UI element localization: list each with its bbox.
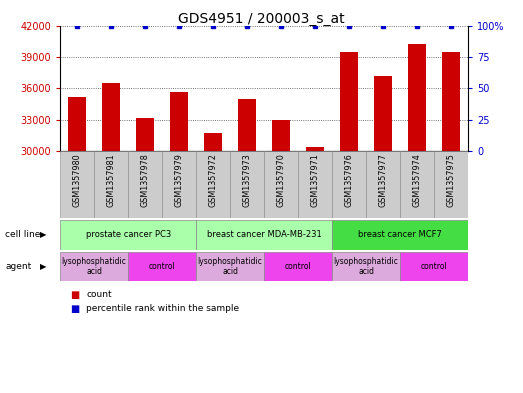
Bar bbox=[128, 252, 196, 281]
Bar bbox=[306, 147, 324, 151]
Text: GSM1357981: GSM1357981 bbox=[107, 153, 116, 207]
Bar bbox=[204, 134, 222, 151]
Bar bbox=[400, 151, 434, 218]
Bar bbox=[162, 151, 196, 218]
Text: GSM1357977: GSM1357977 bbox=[379, 153, 388, 207]
Bar bbox=[332, 220, 468, 250]
Bar bbox=[332, 252, 400, 281]
Bar bbox=[128, 151, 162, 218]
Text: cell line: cell line bbox=[5, 230, 41, 239]
Text: count: count bbox=[86, 290, 112, 299]
Bar bbox=[230, 151, 264, 218]
Bar bbox=[264, 151, 298, 218]
Bar bbox=[68, 97, 86, 151]
Text: control: control bbox=[149, 262, 176, 271]
Text: GSM1357970: GSM1357970 bbox=[277, 153, 286, 207]
Bar bbox=[264, 252, 332, 281]
Text: GSM1357975: GSM1357975 bbox=[447, 153, 456, 207]
Text: lysophosphatidic
acid: lysophosphatidic acid bbox=[198, 257, 263, 276]
Text: GDS4951 / 200003_s_at: GDS4951 / 200003_s_at bbox=[178, 12, 345, 26]
Text: breast cancer MCF7: breast cancer MCF7 bbox=[358, 230, 442, 239]
Text: prostate cancer PC3: prostate cancer PC3 bbox=[85, 230, 171, 239]
Text: GSM1357973: GSM1357973 bbox=[243, 153, 252, 207]
Bar bbox=[136, 118, 154, 151]
Bar bbox=[196, 151, 230, 218]
Text: lysophosphatidic
acid: lysophosphatidic acid bbox=[334, 257, 399, 276]
Text: ■: ■ bbox=[71, 303, 80, 314]
Bar bbox=[102, 83, 120, 151]
Bar bbox=[170, 92, 188, 151]
Text: GSM1357972: GSM1357972 bbox=[209, 153, 218, 207]
Text: ▶: ▶ bbox=[40, 262, 46, 271]
Bar bbox=[196, 220, 332, 250]
Bar bbox=[340, 52, 358, 151]
Bar bbox=[60, 252, 128, 281]
Text: GSM1357980: GSM1357980 bbox=[73, 153, 82, 207]
Bar bbox=[374, 76, 392, 151]
Bar bbox=[442, 52, 460, 151]
Bar bbox=[400, 252, 468, 281]
Text: control: control bbox=[420, 262, 448, 271]
Text: GSM1357974: GSM1357974 bbox=[413, 153, 422, 207]
Text: agent: agent bbox=[5, 262, 31, 271]
Text: ▶: ▶ bbox=[40, 230, 46, 239]
Text: lysophosphatidic
acid: lysophosphatidic acid bbox=[62, 257, 127, 276]
Bar bbox=[196, 252, 264, 281]
Text: GSM1357978: GSM1357978 bbox=[141, 153, 150, 207]
Bar bbox=[238, 99, 256, 151]
Text: ■: ■ bbox=[71, 290, 80, 300]
Text: GSM1357971: GSM1357971 bbox=[311, 153, 320, 207]
Bar bbox=[298, 151, 332, 218]
Bar bbox=[366, 151, 400, 218]
Bar bbox=[60, 220, 196, 250]
Bar bbox=[272, 120, 290, 151]
Bar bbox=[332, 151, 366, 218]
Bar bbox=[434, 151, 468, 218]
Bar bbox=[408, 44, 426, 151]
Text: percentile rank within the sample: percentile rank within the sample bbox=[86, 304, 240, 313]
Text: GSM1357979: GSM1357979 bbox=[175, 153, 184, 207]
Text: control: control bbox=[285, 262, 312, 271]
Bar bbox=[60, 151, 94, 218]
Text: GSM1357976: GSM1357976 bbox=[345, 153, 354, 207]
Text: breast cancer MDA-MB-231: breast cancer MDA-MB-231 bbox=[207, 230, 322, 239]
Bar bbox=[94, 151, 128, 218]
